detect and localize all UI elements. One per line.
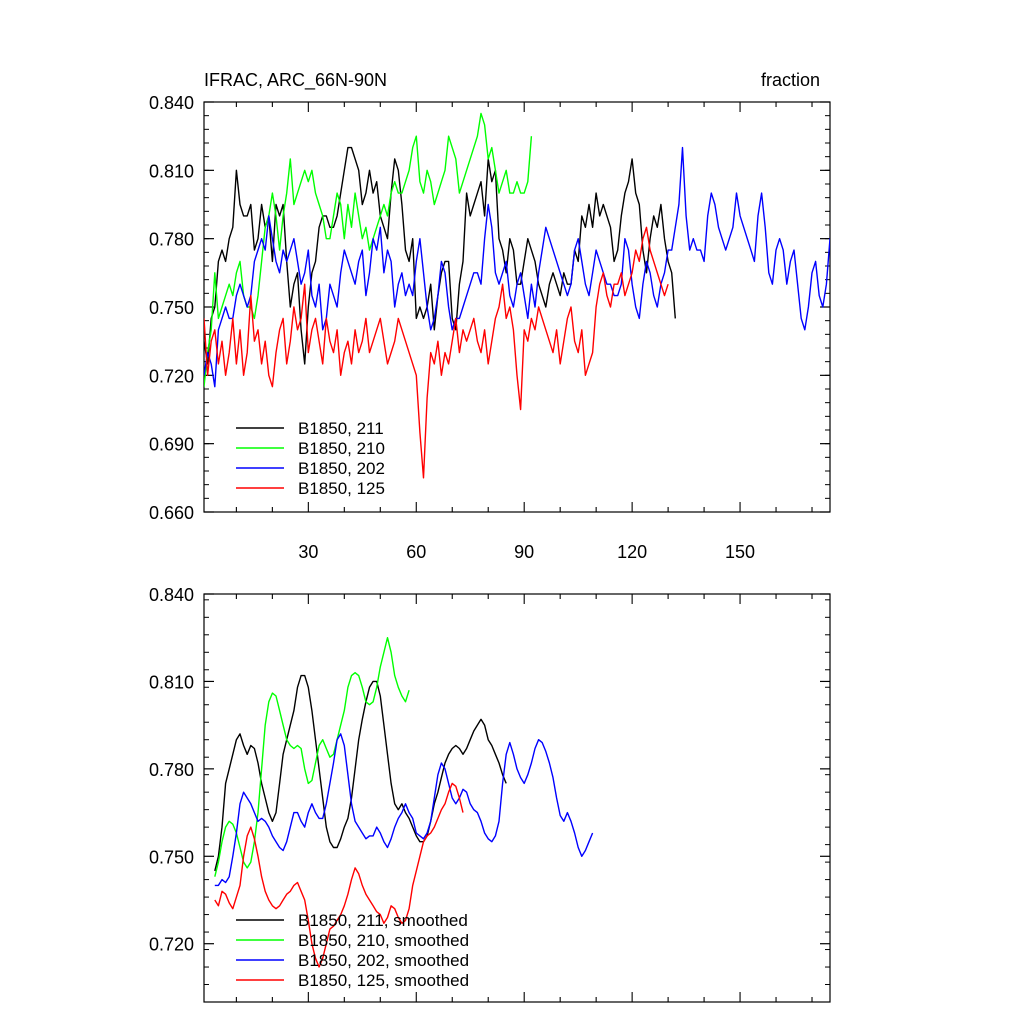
y-tick-label: 0.810 (149, 161, 194, 181)
series-line-b1850-202 (204, 146, 830, 388)
legend-label: B1850, 202 (298, 459, 385, 478)
legend-label: B1850, 210 (298, 439, 385, 458)
legend-label: B1850, 125, smoothed (298, 971, 469, 990)
y-tick-label: 0.750 (149, 298, 194, 318)
legend-label: B1850, 211 (298, 419, 384, 438)
x-tick-label: 120 (617, 542, 647, 562)
y-tick-label: 0.840 (149, 585, 194, 605)
legend-label: B1850, 202, smoothed (298, 951, 469, 970)
series-line-b1850-210-smoothed (214, 637, 410, 877)
series-line-b1850-211-smoothed (214, 674, 507, 872)
y-tick-label: 0.780 (149, 760, 194, 780)
y-tick-label: 0.750 (149, 847, 194, 867)
x-tick-label: 60 (406, 542, 426, 562)
series-line-b1850-125 (204, 226, 669, 479)
chart-title-left: IFRAC, ARC_66N-90N (204, 70, 387, 91)
y-tick-label: 0.720 (149, 366, 194, 386)
y-tick-label: 0.690 (149, 435, 194, 455)
y-tick-label: 0.660 (149, 503, 194, 523)
y-tick-label: 0.810 (149, 672, 194, 692)
series-line-b1850-125-smoothed (214, 782, 464, 968)
series-group (214, 637, 594, 968)
plot-frame (203, 593, 831, 1003)
top-panel: 0.660 0.690 0.720 0.750 0.780 0.810 0.840 30 60 9… (149, 70, 831, 562)
y-tick-label: 0.840 (149, 93, 194, 113)
series-group (204, 112, 830, 479)
y-tick-label: 0.720 (149, 935, 194, 955)
series-line-b1850-202-smoothed (214, 733, 594, 887)
legend-label: B1850, 210, smoothed (298, 931, 469, 950)
y-tick-label: 0.780 (149, 230, 194, 250)
series-line-b1850-210 (204, 112, 533, 387)
bottom-panel: 0.720 0.750 0.780 0.810 0.840 B1850, 211, smo… (149, 585, 831, 1003)
x-tick-label: 30 (298, 542, 318, 562)
x-tick-label: 90 (514, 542, 534, 562)
chart-title-right: fraction (761, 70, 820, 90)
legend-label: B1850, 211, smoothed (298, 911, 468, 930)
legend-label: B1850, 125 (298, 479, 385, 498)
x-tick-label: 150 (725, 542, 755, 562)
